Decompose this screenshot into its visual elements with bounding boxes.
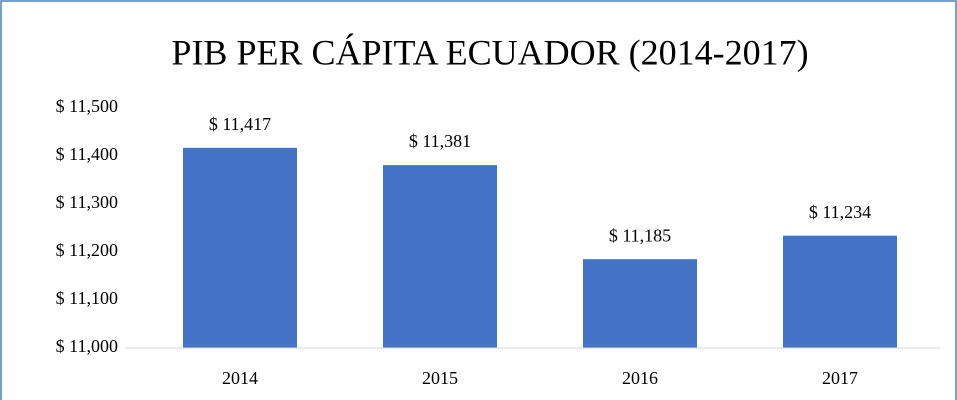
y-tick-label: $ 11,300 — [56, 192, 118, 212]
data-label: $ 11,417 — [209, 114, 271, 134]
y-tick-label: $ 11,500 — [56, 96, 118, 116]
bar — [183, 147, 297, 348]
data-label: $ 11,381 — [409, 131, 471, 151]
x-tick-label: 2017 — [822, 368, 858, 388]
y-tick-label: $ 11,200 — [56, 240, 118, 260]
y-tick-label: $ 11,400 — [56, 144, 118, 164]
x-tick-label: 2016 — [622, 368, 658, 388]
bar — [783, 235, 897, 348]
x-tick-label: 2015 — [422, 368, 458, 388]
bar — [583, 259, 697, 348]
y-tick-label: $ 11,100 — [56, 288, 118, 308]
data-label: $ 11,185 — [609, 225, 671, 245]
data-label: $ 11,234 — [809, 202, 871, 222]
x-tick-label: 2014 — [222, 368, 258, 388]
y-tick-label: $ 11,000 — [56, 336, 118, 356]
bar — [383, 165, 497, 348]
chart-title: PIB PER CÁPITA ECUADOR (2014-2017) — [171, 32, 808, 72]
